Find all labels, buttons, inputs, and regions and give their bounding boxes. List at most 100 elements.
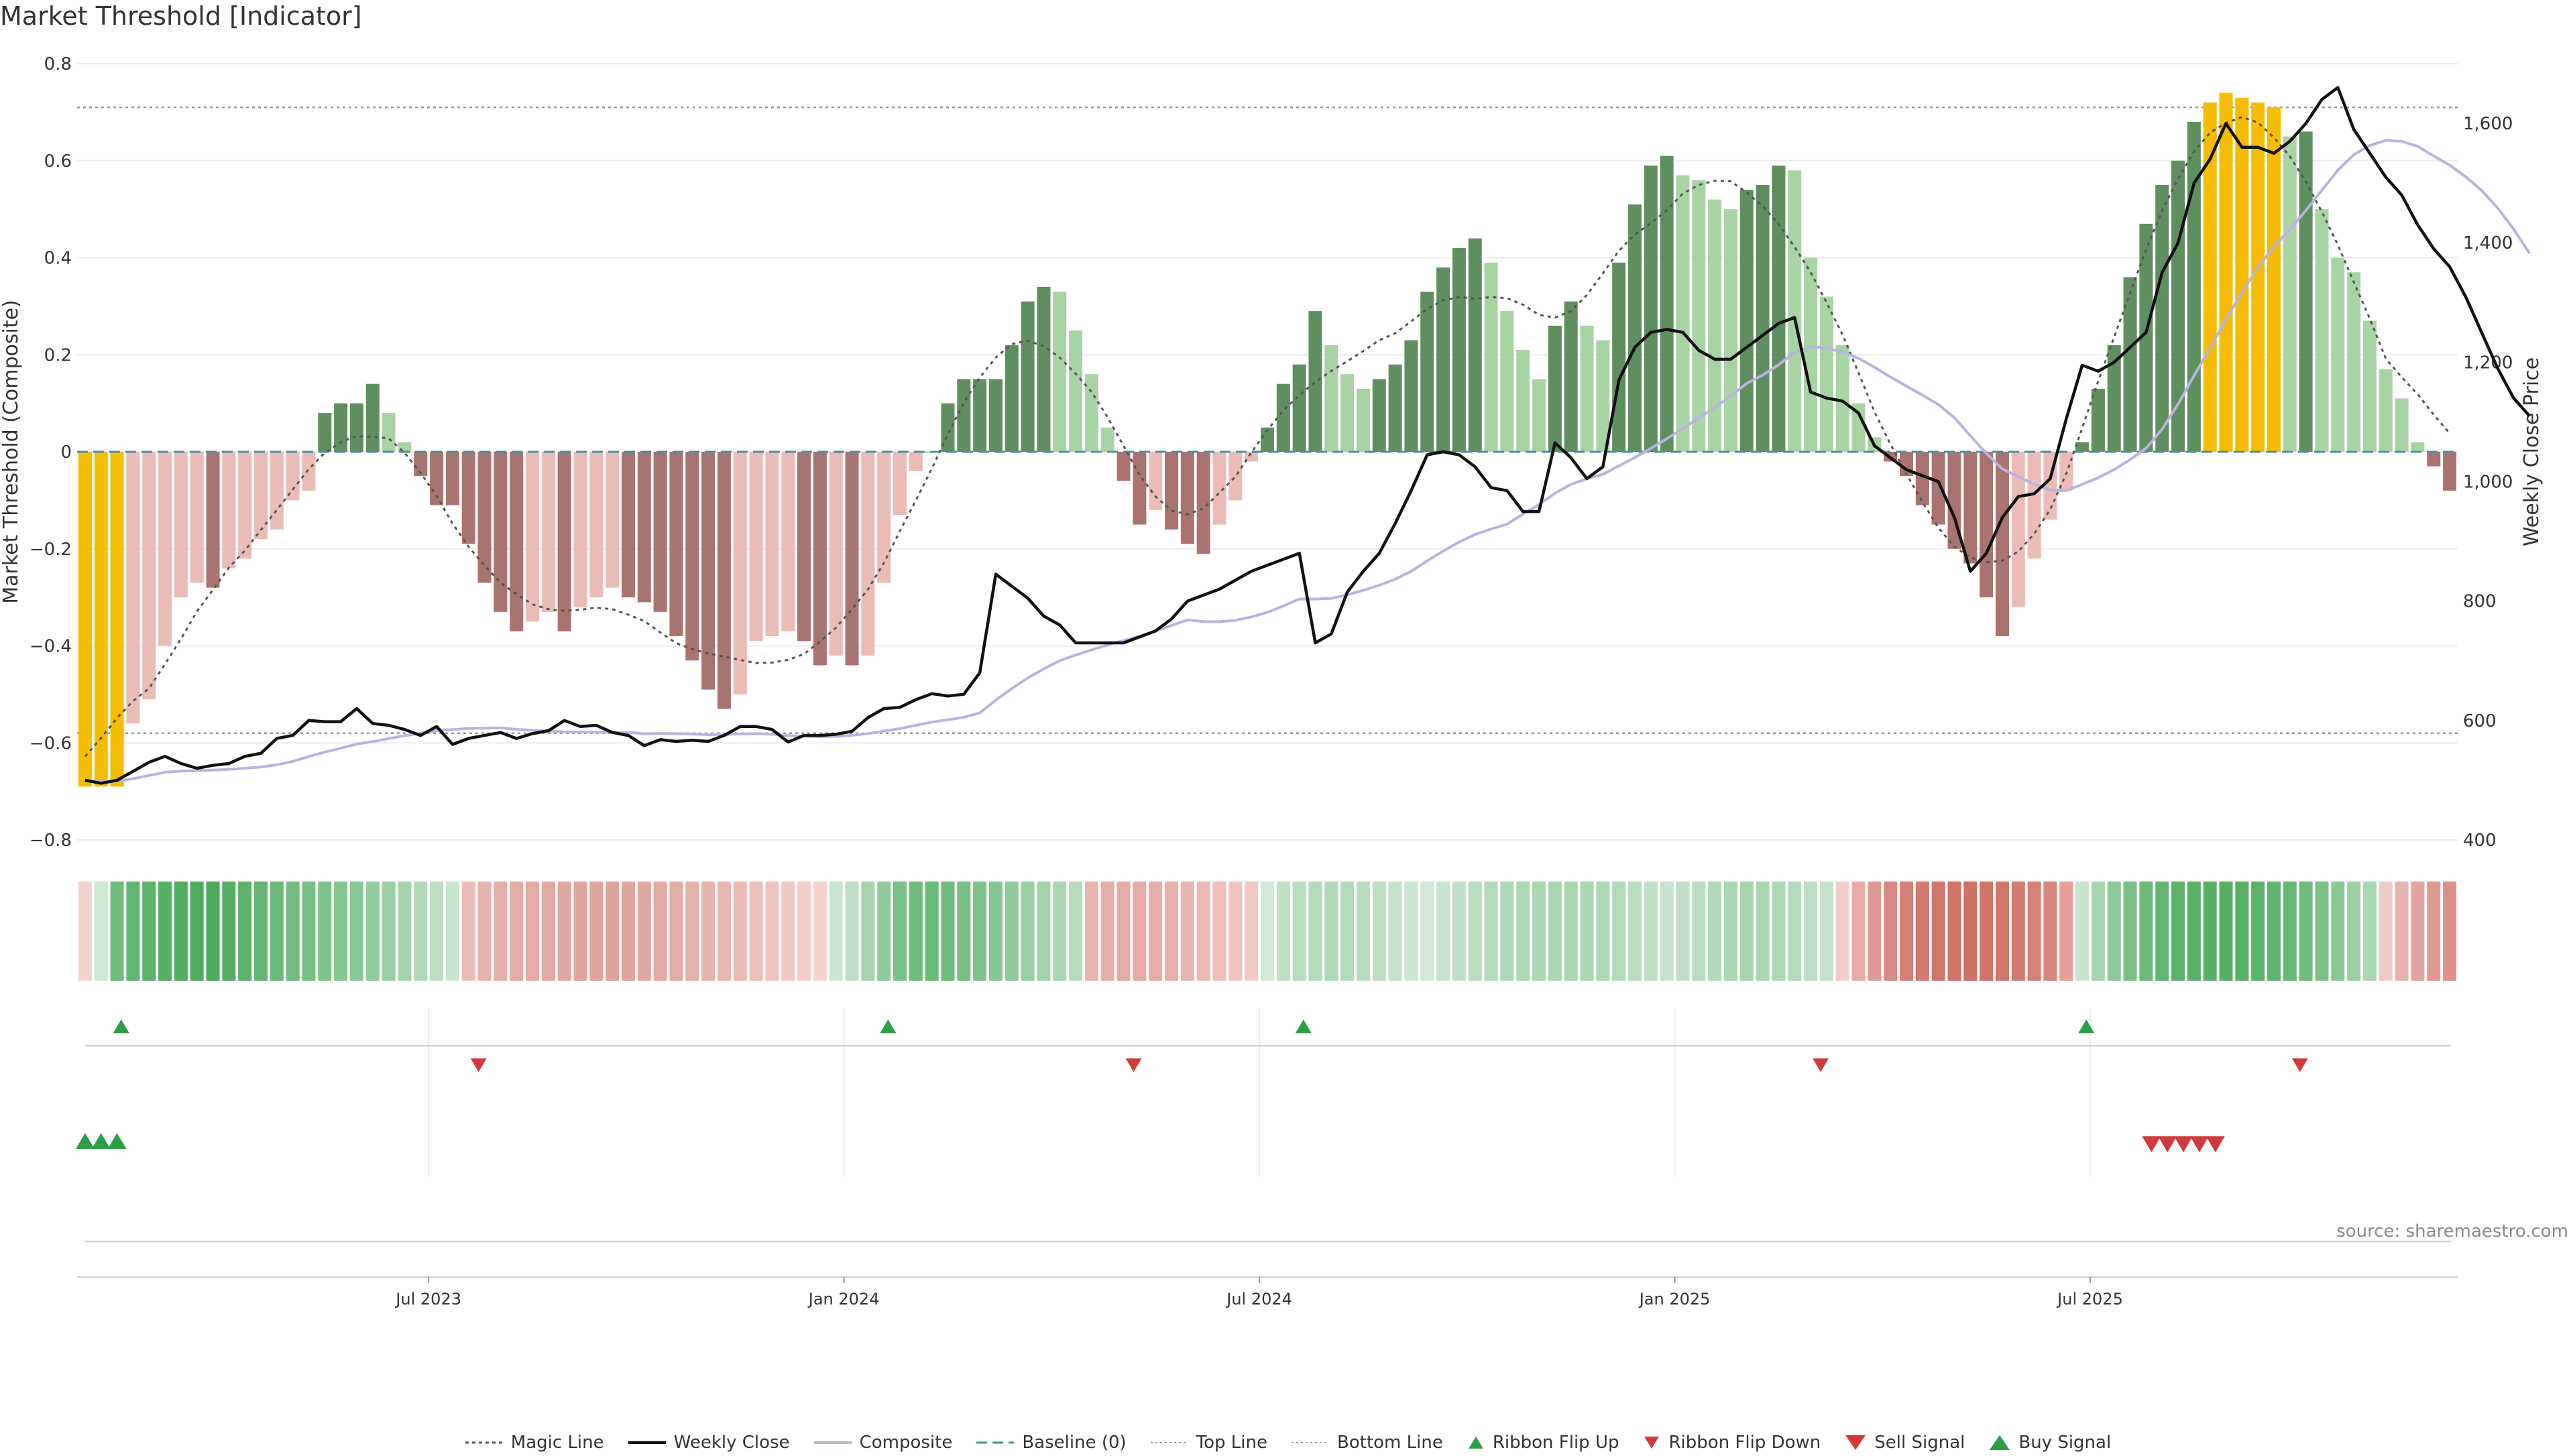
composite-bar: [1084, 374, 1098, 452]
ribbon-cell: [158, 882, 172, 981]
y-tick-label: −0.6: [30, 733, 72, 753]
composite-bar: [461, 452, 475, 544]
composite-bar: [1596, 340, 1610, 452]
composite-bar: [94, 452, 108, 787]
ribbon-cell: [318, 882, 332, 981]
ribbon-cell: [1005, 882, 1019, 981]
ribbon-flip-up-marker: [113, 1019, 129, 1034]
composite-bar: [1931, 452, 1945, 525]
ribbon-cell: [1947, 882, 1961, 981]
composite-bar: [365, 383, 380, 452]
legend-label-flip-up: Ribbon Flip Up: [1492, 1433, 1619, 1453]
ribbon-cell: [1053, 882, 1067, 981]
ribbon-cell: [1196, 882, 1210, 981]
y-tick-label: 0: [60, 442, 72, 463]
y-axis-title: Market Threshold (Composite): [0, 300, 23, 604]
composite-bar: [1692, 180, 1706, 452]
composite-bar: [222, 452, 236, 568]
composite-bar: [110, 452, 124, 787]
composite-bar: [2443, 452, 2457, 491]
composite-bar: [1500, 311, 1514, 452]
ribbon-cell: [222, 882, 236, 981]
composite-bar: [2139, 223, 2153, 452]
legend-label-sell: Sell Signal: [1874, 1433, 1965, 1453]
ribbon-cell: [685, 882, 699, 981]
ribbon-cell: [349, 882, 363, 981]
ribbon-cell: [701, 882, 716, 981]
composite-bar: [685, 452, 699, 661]
composite-bar: [765, 452, 779, 637]
composite-bar: [573, 452, 587, 607]
y-tick-label: −0.2: [30, 540, 72, 560]
ribbon-cell: [1084, 882, 1098, 981]
x-tick-label: Jul 2023: [394, 1290, 461, 1309]
ribbon-cell: [1532, 882, 1546, 981]
composite-bar: [2155, 184, 2169, 452]
composite-bar: [349, 403, 363, 452]
composite-bar: [1149, 452, 1163, 510]
buy-signal-marker: [107, 1133, 127, 1149]
legend-item-top: Top Line: [1149, 1433, 1267, 1453]
composite-bar: [1468, 238, 1482, 452]
ribbon-cell: [78, 882, 92, 981]
composite-bar: [701, 452, 716, 690]
ribbon-cell: [877, 882, 891, 981]
ribbon-cell: [1212, 882, 1226, 981]
composite-bar: [621, 452, 635, 598]
source-credit: source: sharemaestro.com: [2336, 1221, 2568, 1241]
composite-bar: [893, 452, 907, 515]
composite-bar: [174, 452, 188, 598]
ribbon-cell: [988, 882, 1003, 981]
composite-bar: [637, 452, 651, 603]
ribbon-cell: [174, 882, 188, 981]
ribbon-cell: [813, 882, 827, 981]
close-line-swatch: [628, 1441, 666, 1444]
ribbon-cell: [238, 882, 252, 981]
ribbon-cell: [909, 882, 923, 981]
triangle-up-icon: [1468, 1437, 1483, 1449]
legend-item-close: Weekly Close: [627, 1433, 790, 1453]
ribbon-flip-up-marker: [2078, 1019, 2095, 1034]
weekly-close-line: [84, 86, 2531, 785]
ribbon-cell: [1149, 882, 1163, 981]
top-line-swatch: [1150, 1442, 1188, 1443]
legend-label-flip-down: Ribbon Flip Down: [1668, 1433, 1821, 1453]
composite-bar: [2123, 277, 2137, 452]
ribbon-cell: [477, 882, 492, 981]
composite-bar: [1612, 262, 1626, 452]
composite-bar: [1484, 262, 1498, 452]
composite-bar: [1053, 292, 1067, 452]
buy-signal-marker: [91, 1133, 111, 1149]
ribbon-cell: [797, 882, 811, 981]
composite-bar: [1963, 452, 1978, 564]
ribbon-cell: [606, 882, 620, 981]
ribbon-cell: [2027, 882, 2041, 981]
ribbon-cell: [1580, 882, 1594, 981]
composite-bar: [669, 452, 683, 637]
composite-bar: [126, 452, 140, 724]
ribbon-cell: [1931, 882, 1945, 981]
composite-bar: [1276, 383, 1290, 452]
composite-bar: [2011, 452, 2025, 607]
sell-signal-marker: [2158, 1136, 2177, 1152]
ribbon-cell: [2139, 882, 2153, 981]
ribbon-cell: [1660, 882, 1674, 981]
ribbon-cell: [270, 882, 284, 981]
ribbon-cell: [717, 882, 731, 981]
x-tick-label: Jan 2025: [1638, 1290, 1711, 1309]
ribbon-cell: [126, 882, 140, 981]
composite-bar: [1532, 379, 1546, 452]
composite-bar: [302, 452, 316, 491]
ribbon-cell: [2107, 882, 2121, 981]
y-tick-label: −0.4: [30, 637, 72, 657]
composite-bar: [1404, 340, 1418, 452]
legend-label-baseline: Baseline (0): [1022, 1433, 1127, 1453]
composite-bar: [1804, 257, 1818, 452]
composite-bar: [2379, 369, 2393, 452]
composite-bar: [749, 452, 763, 642]
composite-bar: [526, 452, 540, 622]
ribbon-cell: [2443, 882, 2457, 981]
ribbon-cell: [1804, 882, 1818, 981]
bottom-line-swatch: [1292, 1442, 1329, 1443]
ribbon-cell: [2299, 882, 2313, 981]
